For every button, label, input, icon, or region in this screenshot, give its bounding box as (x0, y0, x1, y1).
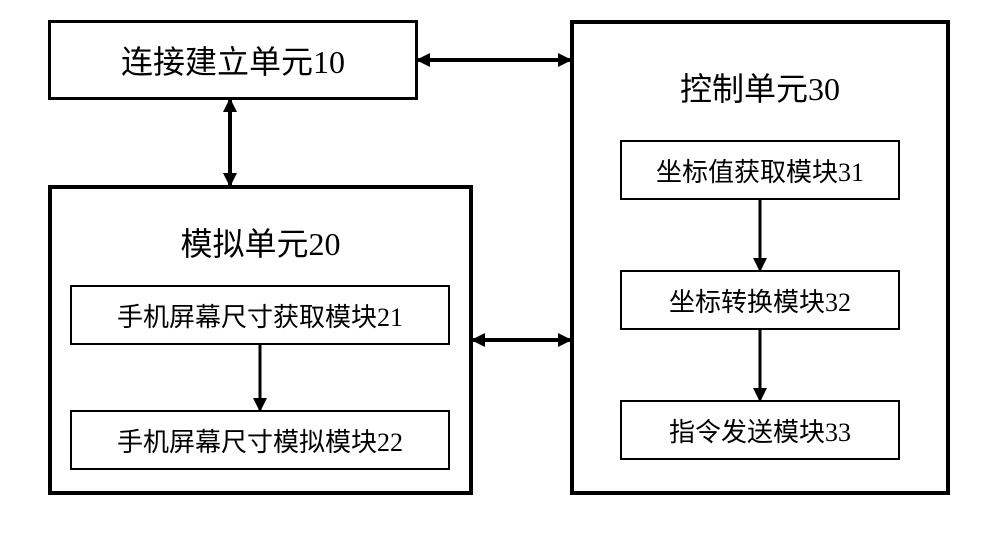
arrows-layer (0, 0, 1000, 535)
